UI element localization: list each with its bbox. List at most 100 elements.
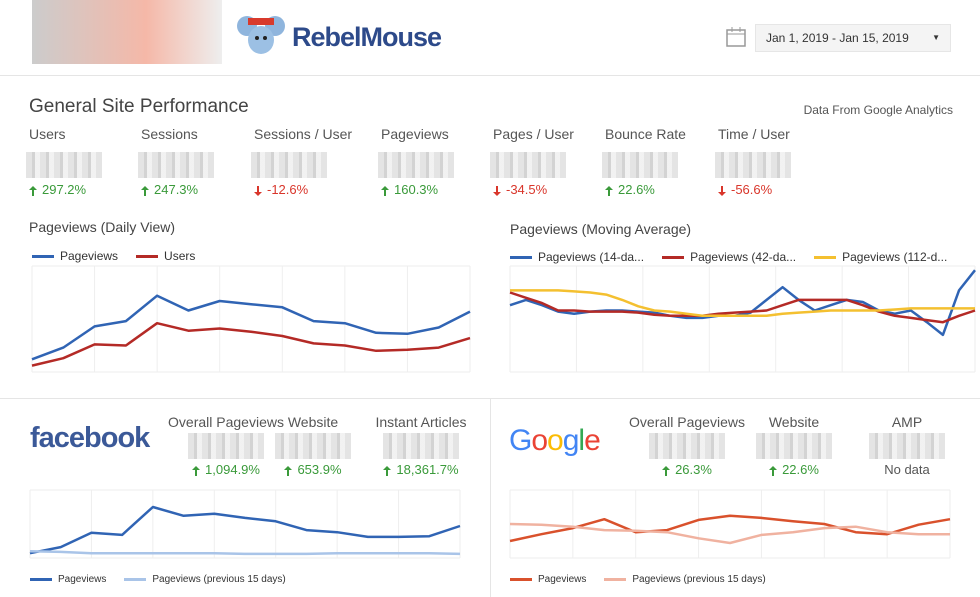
blurred-logo [32, 0, 222, 64]
trend-arrow [141, 185, 149, 196]
divider [490, 399, 491, 597]
trend-arrow [769, 465, 778, 476]
legend-swatch [124, 577, 147, 581]
legend-item: Pageviews [32, 249, 118, 263]
change-value: -56.6% [731, 182, 773, 197]
divider [0, 75, 980, 76]
series-line [29, 505, 461, 555]
legend-label: Users [164, 249, 196, 263]
legend-item: Pageviews (14-da... [510, 250, 644, 264]
metric-label: Sessions / User [254, 126, 353, 142]
metric-change: 160.3% [381, 182, 438, 197]
chart-title: Pageviews (Moving Average) [510, 221, 692, 237]
date-picker[interactable]: Jan 1, 2019 - Jan 15, 2019 ▼ [755, 24, 951, 52]
blurred-value [715, 152, 791, 178]
legend: Pageviews (14-da... Pageviews (42-da... Pa… [510, 250, 947, 264]
legend-label: Pageviews (112-d... [842, 250, 948, 264]
change-value: 22.6% [782, 462, 819, 477]
change-value: 247.3% [154, 182, 199, 197]
blurred-value [383, 433, 459, 459]
blurred-value [756, 433, 832, 459]
metric-label: Pages / User [493, 126, 574, 142]
change-value: -12.6% [267, 182, 309, 197]
metric-change: 26.3% [627, 462, 747, 477]
calendar-icon [726, 27, 746, 47]
metric-label: Overall Pageviews [168, 414, 284, 430]
google-logo: Google [509, 424, 601, 457]
date-range: Jan 1, 2019 - Jan 15, 2019 [766, 31, 909, 45]
legend-item: Pageviews [30, 574, 106, 585]
trend-arrow [284, 465, 293, 476]
brand: RebelMouse [292, 22, 442, 52]
line-chart [29, 489, 461, 559]
blurred-value [869, 433, 945, 459]
facebook-logo: facebook [30, 422, 150, 454]
blurred-value [251, 152, 327, 178]
metric-change: -12.6% [254, 182, 308, 197]
metric-label: Website [768, 414, 820, 430]
blurred-value [602, 152, 678, 178]
blurred-value [490, 152, 566, 178]
legend-item: Pageviews (112-d... [814, 250, 947, 264]
metric-change: No data [847, 462, 967, 477]
legend-label: Pageviews [538, 574, 587, 585]
legend-label: Pageviews (14-da... [538, 250, 645, 264]
metric-change: 1,094.9% [166, 462, 286, 477]
metric-change: 653.9% [253, 462, 373, 477]
metric-change: -56.6% [718, 182, 772, 197]
legend-swatch [32, 255, 54, 259]
change-value: 653.9% [297, 462, 342, 477]
legend-item: Users [136, 249, 195, 263]
legend-item: Pageviews [510, 574, 586, 585]
mouse-icon [237, 16, 285, 54]
chart-title: Pageviews (Daily View) [29, 219, 176, 235]
series-line [509, 269, 976, 337]
metric-change: 247.3% [141, 182, 198, 197]
metric-change: 22.6% [734, 462, 854, 477]
trend-arrow [192, 465, 201, 476]
series-line [31, 294, 471, 361]
legend: Pageviews Pageviews (previous 15 days) [510, 574, 766, 585]
trend-arrow [493, 185, 501, 196]
legend-swatch [510, 256, 532, 260]
trend-arrow [254, 185, 262, 196]
blurred-value [649, 433, 725, 459]
series-line [31, 321, 471, 367]
legend-item: Pageviews (previous 15 days) [604, 574, 766, 585]
line-chart [509, 489, 951, 559]
metric-change: 22.6% [605, 182, 655, 197]
change-value: 297.2% [42, 182, 87, 197]
legend-swatch [30, 577, 52, 581]
metric-label: Instant Articles [375, 414, 467, 430]
legend-label: Pageviews [60, 249, 119, 263]
metric-change: -34.5% [493, 182, 547, 197]
blurred-value [275, 433, 351, 459]
legend: Pageviews Pageviews (previous 15 days) [30, 574, 286, 585]
metric-label: Time / User [718, 126, 790, 142]
legend-swatch [510, 577, 532, 581]
change-value: -34.5% [506, 182, 548, 197]
trend-arrow [662, 465, 671, 476]
legend: Pageviews Users [32, 249, 195, 263]
metric-label: Pageviews [381, 126, 449, 142]
series-line [29, 549, 461, 556]
change-value: 26.3% [675, 462, 712, 477]
blurred-value [188, 433, 264, 459]
trend-arrow [718, 185, 726, 196]
line-chart [31, 265, 471, 373]
series-line [510, 289, 975, 318]
legend-label: Pageviews [58, 574, 107, 585]
legend-swatch [136, 255, 159, 259]
change-value: 22.6% [618, 182, 655, 197]
trend-arrow [383, 465, 392, 476]
divider [0, 398, 980, 399]
legend-swatch [604, 577, 627, 581]
series-line [509, 291, 976, 324]
legend-item: Pageviews (previous 15 days) [124, 574, 286, 585]
legend-label: Pageviews (previous 15 days) [152, 574, 286, 585]
trend-arrow [29, 185, 37, 196]
legend-item: Pageviews (42-da... [662, 250, 796, 264]
metric-label: Users [29, 126, 66, 142]
trend-arrow [381, 185, 389, 196]
